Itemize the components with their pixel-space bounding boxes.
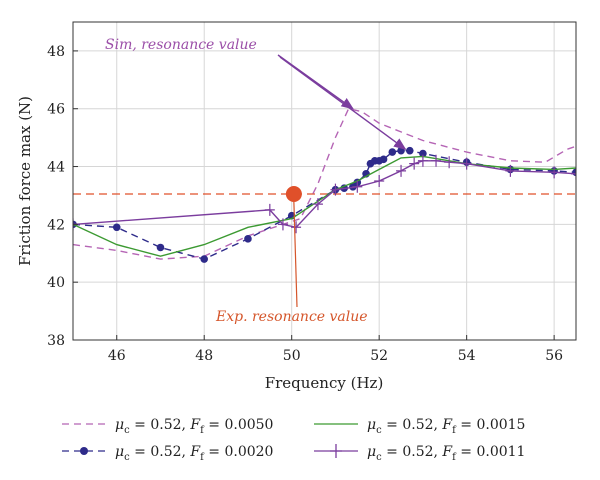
exp-resonance-label: Exp. resonance value <box>215 309 368 325</box>
y-tick-label: 44 <box>47 160 65 176</box>
series-layer <box>73 107 576 263</box>
data-point-plus <box>417 154 428 167</box>
data-point-plus <box>431 154 442 167</box>
legend-marker-plus <box>330 444 342 458</box>
x-tick-label: 52 <box>370 348 388 364</box>
ticks: 46 48 50 52 54 56 38 40 42 44 46 48 <box>47 44 563 364</box>
data-point-plus <box>291 221 302 234</box>
legend-label-ff-0020: μc = 0.52, Ff = 0.0020 <box>115 444 273 463</box>
y-axis-label: Friction force max (N) <box>16 96 34 266</box>
legend-label-ff-0050: μc = 0.52, Ff = 0.0050 <box>115 417 273 436</box>
x-tick-label: 48 <box>195 348 213 364</box>
data-point-plus <box>409 157 420 170</box>
data-point-plus <box>549 166 560 179</box>
series-line-ff-0020 <box>73 149 576 260</box>
data-point-circle <box>405 146 414 155</box>
sim-arrow <box>279 56 407 150</box>
data-point-plus <box>374 175 385 187</box>
y-tick-label: 42 <box>47 217 65 233</box>
x-axis-label: Frequency (Hz) <box>265 374 384 392</box>
x-tick-label: 46 <box>108 348 126 364</box>
exp-leader-line <box>293 201 298 308</box>
legend: μc = 0.52, Ff = 0.0050 μc = 0.52, Ff = 0… <box>62 417 525 463</box>
exp-resonance-point <box>285 186 302 203</box>
data-point-circle <box>244 235 252 243</box>
plot-frame <box>72 21 577 341</box>
data-point-circle <box>156 243 165 252</box>
data-point-plus <box>352 180 363 193</box>
annotations: Sim, resonance value Exp. resonance value <box>105 37 407 325</box>
x-tick-label: 50 <box>283 348 301 364</box>
data-point-plus <box>505 164 516 177</box>
legend-item-ff-0011: μc = 0.52, Ff = 0.0011 <box>314 444 525 463</box>
data-point-circle <box>112 223 121 232</box>
x-tick-label: 56 <box>545 348 563 364</box>
legend-marker-circle <box>80 447 88 455</box>
data-point-circle <box>379 155 388 164</box>
data-point-circle <box>388 148 397 156</box>
legend-item-ff-0015: μc = 0.52, Ff = 0.0015 <box>314 417 525 436</box>
y-tick-label: 46 <box>47 102 65 118</box>
data-point-plus <box>461 157 472 170</box>
x-tick-label: 54 <box>458 348 476 364</box>
sim-resonance-label: Sim, resonance value <box>105 37 257 53</box>
data-point-circle <box>419 149 427 158</box>
y-tick-label: 40 <box>47 275 65 291</box>
grid <box>73 22 576 341</box>
data-point-circle <box>200 255 209 263</box>
data-point-plus <box>264 203 275 216</box>
data-point-plus <box>330 183 341 196</box>
y-tick-label: 48 <box>47 44 65 60</box>
data-point-plus <box>277 218 288 231</box>
data-point-plus <box>312 198 323 211</box>
legend-item-ff-0050: μc = 0.52, Ff = 0.0050 <box>62 417 273 436</box>
data-point-plus <box>444 156 455 169</box>
legend-item-ff-0020: μc = 0.52, Ff = 0.0020 <box>62 444 273 463</box>
series-line-ff-0050 <box>73 107 576 260</box>
data-point-plus <box>571 167 576 180</box>
y-tick-label: 38 <box>47 333 65 349</box>
legend-label-ff-0015: μc = 0.52, Ff = 0.0015 <box>367 417 525 436</box>
legend-label-ff-0011: μc = 0.52, Ff = 0.0011 <box>367 444 525 463</box>
data-point-plus <box>396 164 407 177</box>
